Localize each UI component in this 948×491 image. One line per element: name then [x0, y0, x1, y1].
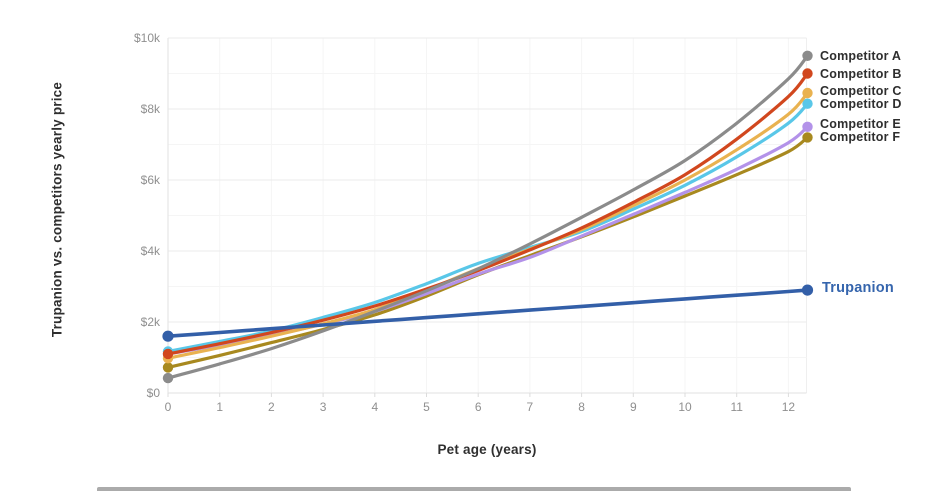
end-dot-trupanion	[801, 284, 814, 296]
line-competitor-a	[166, 54, 810, 380]
x-tick-label-6: 6	[474, 400, 482, 414]
legend-label-trupanion: Trupanion	[822, 280, 894, 297]
end-dot-competitor-c	[802, 87, 813, 99]
end-dot-competitor-d	[802, 98, 813, 109]
end-dot-competitor-f	[802, 132, 813, 143]
y-tick-label--10k: $10k	[133, 31, 160, 45]
end-dot-competitor-e	[802, 121, 813, 132]
start-dot-competitor-f	[162, 362, 174, 373]
y-tick-label--2k: $2k	[140, 315, 160, 329]
y-tick-label--4k: $4k	[140, 244, 160, 258]
x-tick-label-9: 9	[629, 400, 637, 414]
x-axis-title: Pet age (years)	[437, 442, 537, 457]
legend-label-competitor-d: Competitor D	[820, 96, 902, 111]
legend-label-competitor-a: Competitor A	[820, 48, 902, 63]
start-dot-competitor-b	[162, 348, 174, 360]
end-dot-competitor-a	[802, 50, 813, 61]
x-tick-label-2: 2	[268, 400, 275, 414]
end-dot-competitor-b	[802, 68, 813, 79]
line-competitor-b	[166, 71, 810, 356]
line-trupanion	[166, 288, 810, 338]
legend-label-competitor-c: Competitor C	[820, 83, 902, 98]
line-competitor-c	[166, 91, 810, 360]
legend-label-competitor-e: Competitor E	[820, 117, 901, 132]
y-tick-label--0: $0	[146, 386, 160, 400]
x-tick-label-8: 8	[578, 400, 585, 414]
legend-label-competitor-f: Competitor F	[820, 130, 901, 145]
line-competitor-e	[166, 125, 810, 356]
x-tick-label-0: 0	[164, 400, 172, 414]
x-tick-label-7: 7	[526, 400, 534, 414]
legend-label-competitor-b: Competitor B	[820, 66, 902, 81]
x-tick-label-3: 3	[319, 400, 327, 414]
x-tick-label-11: 11	[730, 400, 743, 414]
y-tick-label--6k: $6k	[140, 173, 160, 187]
x-tick-label-12: 12	[781, 400, 796, 414]
x-tick-label-5: 5	[423, 400, 430, 414]
y-tick-label--8k: $8k	[140, 102, 160, 116]
cropped-element-edge	[97, 487, 851, 491]
x-tick-label-4: 4	[371, 400, 379, 414]
x-tick-label-10: 10	[678, 400, 692, 414]
start-dot-trupanion	[162, 330, 174, 342]
x-tick-label-1: 1	[216, 400, 224, 414]
start-dot-competitor-a	[162, 372, 174, 384]
